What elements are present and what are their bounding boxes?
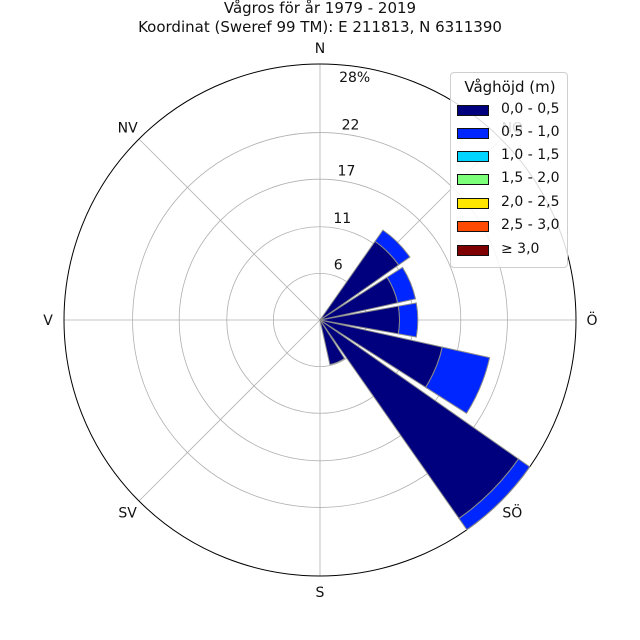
outer-ring [63, 63, 577, 577]
polar-grid [63, 63, 577, 577]
chart-title: Vågros för år 1979 - 2019 [223, 0, 417, 17]
legend-item: 2,0 - 2,5 [457, 193, 567, 215]
radial-tick-label: 11 [333, 211, 351, 227]
legend-label: 1,0 - 1,5 [501, 147, 560, 163]
rose-bars [319, 229, 531, 531]
legend-swatch [457, 245, 489, 256]
radial-tick-label: 28% [339, 70, 370, 86]
bar-segment-0.5-1.0 [424, 346, 491, 415]
legend-item: 1,5 - 2,0 [457, 169, 567, 191]
bar-segment-0.5-1.0 [397, 302, 419, 338]
compass-label-sv: SV [118, 505, 137, 521]
bar-segment-0.5-1.0 [458, 458, 531, 531]
compass-label-v: V [43, 313, 53, 329]
legend-item: 0,0 - 0,5 [457, 100, 567, 122]
legend-item: 2,5 - 3,0 [457, 216, 567, 238]
legend-label: 1,5 - 2,0 [501, 170, 560, 186]
legend-label: 2,0 - 2,5 [501, 194, 560, 210]
legend-title: Våghöjd (m) [464, 78, 556, 96]
bar-segment-0.5-1.0 [374, 229, 411, 266]
legend-swatch [457, 128, 489, 139]
bar-segment-0-0.5 [319, 319, 346, 366]
legend-swatch [457, 151, 489, 162]
radial-tick-label: 22 [342, 117, 360, 133]
legend-label: ≥ 3,0 [501, 241, 540, 257]
grid-spoke [138, 319, 321, 502]
legend-swatch [457, 198, 489, 209]
legend-label: 2,5 - 3,0 [501, 217, 560, 233]
radial-tick-label: 17 [338, 164, 356, 180]
compass-label-nv: NV [118, 121, 138, 137]
legend-label: 0,0 - 0,5 [501, 101, 560, 117]
legend-item: ≥ 3,0 [457, 240, 567, 262]
legend-swatch [457, 221, 489, 232]
radial-tick-label: 6 [334, 258, 343, 274]
compass-label-sö: SÖ [502, 503, 522, 521]
legend-swatch [457, 105, 489, 116]
compass-label-n: N [315, 41, 325, 57]
chart-subtitle: Koordinat (Sweref 99 TM): E 211813, N 63… [138, 18, 502, 36]
legend-swatch [457, 174, 489, 185]
grid-spoke [138, 138, 321, 321]
legend-item: 1,0 - 1,5 [457, 146, 567, 168]
legend-label: 0,5 - 1,0 [501, 124, 560, 140]
compass-label-ö: Ö [586, 311, 597, 329]
bar-segment-0.5-1.0 [386, 266, 417, 304]
legend-item: 0,5 - 1,0 [457, 123, 567, 145]
legend: Våghöjd (m) 0,0 - 0,5 0,5 - 1,0 1,0 - 1,… [450, 72, 568, 268]
compass-label-s: S [316, 585, 325, 601]
